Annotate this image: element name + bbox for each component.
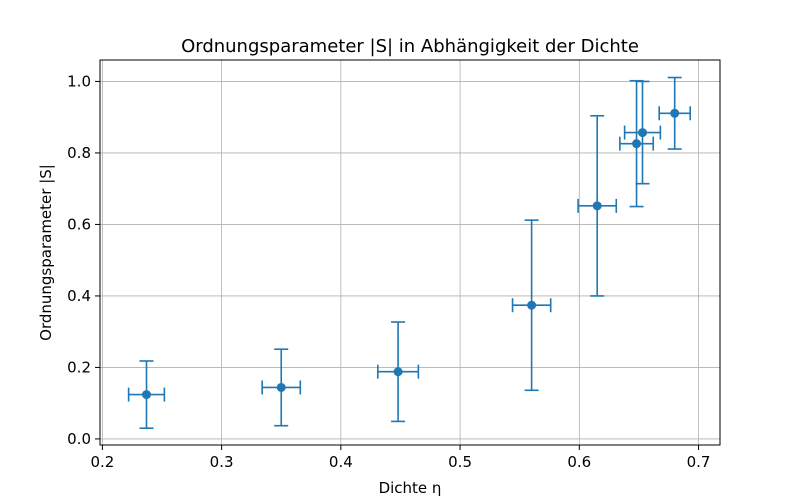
point-marker	[638, 128, 647, 138]
point-marker	[632, 139, 642, 149]
data-point	[511, 219, 552, 392]
data-point	[261, 348, 302, 427]
point-marker	[670, 108, 680, 118]
y-tick-label: 0.6	[67, 215, 91, 233]
x-tick-label: 0.5	[448, 453, 472, 471]
y-tick-label: 0.0	[67, 430, 91, 448]
y-tick-label: 1.0	[67, 72, 91, 90]
y-tick-label: 0.2	[67, 358, 91, 376]
data-point	[127, 360, 166, 429]
data-point	[619, 79, 655, 208]
x-tick-label: 0.2	[90, 453, 114, 471]
point-marker	[592, 201, 602, 211]
chart-title: Ordnungsparameter |S| in Abhängigkeit de…	[181, 36, 639, 57]
x-tick-label: 0.6	[567, 453, 591, 471]
point-marker	[276, 382, 286, 392]
point-marker	[393, 367, 403, 377]
point-marker	[527, 300, 537, 310]
plot-frame	[99, 59, 721, 446]
x-tick-label: 0.3	[210, 453, 234, 471]
grid-lines	[100, 60, 720, 445]
data-point	[658, 76, 691, 150]
axis-ticks: 0.2 0.3 0.4 0.5 0.6 0.7 0.0 0.2 0.4 0.6 0.8 1.0	[67, 72, 710, 471]
x-axis-label: Dichte η	[379, 479, 442, 497]
series-points	[127, 76, 691, 429]
y-tick-label: 0.4	[67, 287, 91, 305]
data-point	[577, 114, 618, 297]
x-tick-label: 0.4	[329, 453, 353, 471]
point-marker	[142, 390, 151, 400]
y-axis-label: Ordnungsparameter |S|	[37, 164, 55, 341]
data-point	[623, 80, 662, 185]
data-point	[377, 321, 420, 423]
x-tick-label: 0.7	[687, 453, 711, 471]
y-tick-label: 0.8	[67, 144, 91, 162]
